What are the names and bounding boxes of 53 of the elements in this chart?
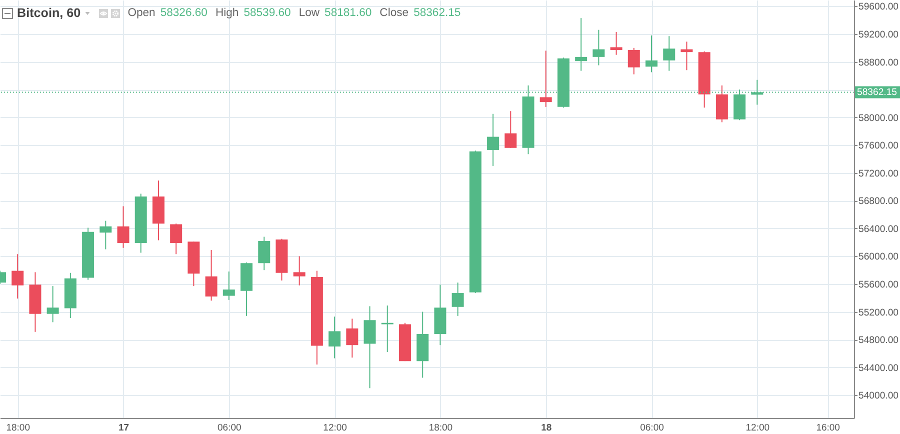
candlestick [293,256,306,286]
x-tick-label: 18 [541,422,552,434]
annotation: Close 58362.15 [380,7,461,19]
candlestick [346,318,358,358]
y-tick-label: 55600.00 [858,279,899,290]
candlestick [12,254,24,300]
ref-line-label: 58362.15 [857,87,898,98]
y-tick-label: 58800.00 [858,57,899,68]
candlestick [258,236,270,271]
candlestick [46,286,59,323]
y-tick-label: 54800.00 [858,335,899,346]
candlestick [646,34,658,73]
y-tick-label: 56000.00 [858,252,899,263]
candlestick [663,36,676,72]
x-tick-label: 17 [118,422,130,434]
candlestick [170,223,182,255]
candlestick [222,270,235,300]
candlestick [680,41,693,71]
candlestick [117,206,130,248]
y-tick-label: 58000.00 [858,112,899,124]
y-tick-label: 55200.00 [858,307,899,318]
y-tick-label: 54000.00 [858,390,899,402]
candlestick [487,113,500,166]
y-tick-label: 57200.00 [858,168,899,180]
x-tick-label: 06:00 [640,422,664,434]
y-tick-label: 56800.00 [858,196,899,208]
annotation: Open 58326.60 [128,7,208,19]
chart-title: Bitcoin, 60 [17,6,81,20]
annotation: Low 58181.60 [298,7,372,19]
x-tick-label: 12:00 [746,422,770,434]
y-tick-label: 59200.00 [858,30,899,41]
y-tick-label: 57600.00 [858,140,899,152]
candlestick [504,110,517,148]
candlestick [205,249,218,302]
y-tick-label: 54400.00 [858,362,899,374]
y-tick-label: 56400.00 [858,224,899,235]
candlestick [575,18,588,72]
x-tick-label: 12:00 [323,422,347,434]
candlestick [381,305,394,353]
candlestick [628,47,640,75]
y-tick-label: 59600.00 [858,2,899,13]
candlestick [592,29,605,66]
candlestick [540,50,552,108]
x-tick-label: 18:00 [6,422,30,434]
candlestick [452,282,464,316]
x-tick-label: 06:00 [218,422,242,434]
candlestick [100,220,112,250]
annotation: High 58539.60 [215,7,291,19]
candlestick [610,31,622,56]
x-tick-label: 16:00 [816,422,840,434]
candlestick [364,306,376,389]
candlestick [328,316,341,359]
x-tick-label: 18:00 [428,422,453,434]
